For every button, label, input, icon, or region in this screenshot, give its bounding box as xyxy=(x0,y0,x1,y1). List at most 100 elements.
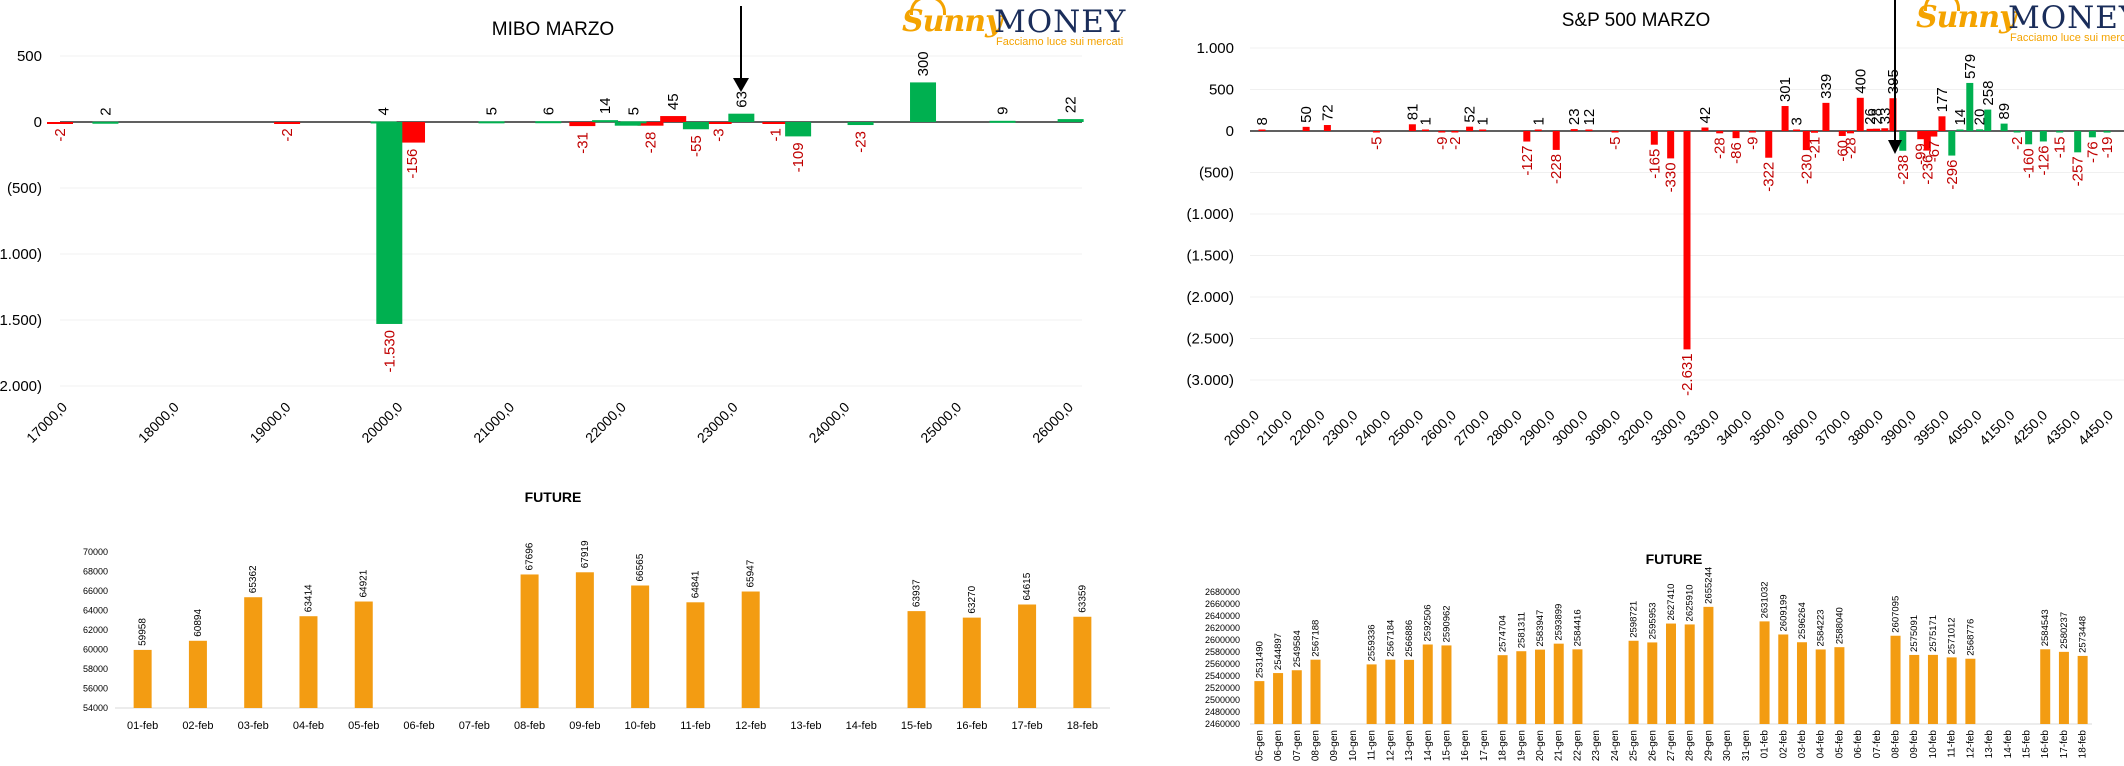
bar xyxy=(1778,634,1789,724)
data-label: -257 xyxy=(2070,156,2087,186)
logo-tagline: Facciamo luce sui mercati xyxy=(996,36,1124,48)
bar xyxy=(1650,131,1658,145)
logo-tagline: Facciamo luce sui mercati xyxy=(2010,32,2124,44)
data-label: 2559336 xyxy=(1367,624,1378,661)
data-label: 1 xyxy=(1475,117,1492,125)
sunny-money-logo-left: Sunny MONEY Facciamo luce sui mercati xyxy=(902,0,1132,48)
data-label: -19 xyxy=(2099,137,2116,159)
data-label: -230 xyxy=(1798,154,1815,184)
x-tick-label: 18-feb xyxy=(2078,730,2089,759)
y-tick-label: 2500000 xyxy=(1205,695,1240,705)
x-tick-label: 19-gen xyxy=(1516,730,1527,761)
bar xyxy=(575,572,594,708)
data-label: 26 xyxy=(1862,108,1879,125)
bar xyxy=(1811,131,1818,133)
data-label: -3 xyxy=(711,128,728,141)
bar xyxy=(1781,106,1789,131)
data-label: 2584543 xyxy=(2040,609,2051,646)
x-tick-label: 3000,0 xyxy=(1549,407,1591,449)
bar xyxy=(1815,649,1826,724)
data-label: -31 xyxy=(574,132,591,154)
y-tick-label: 500 xyxy=(1209,82,1234,99)
bar xyxy=(728,113,755,122)
bar xyxy=(1748,131,1756,133)
data-label: 2574704 xyxy=(1498,615,1509,652)
data-label: -2 xyxy=(52,128,69,141)
x-tick-label: 4450,0 xyxy=(2075,407,2117,449)
bar xyxy=(2040,649,2051,724)
data-label: 2588040 xyxy=(1834,607,1845,644)
x-tick-label: 29-gen xyxy=(1703,730,1714,761)
bar xyxy=(741,591,760,708)
data-label: 52 xyxy=(1462,106,1479,123)
x-tick-label: 23000,0 xyxy=(694,399,741,446)
y-tick-label: (1.000) xyxy=(0,246,42,263)
data-label: 81 xyxy=(1404,104,1421,121)
data-label: 60894 xyxy=(193,609,204,637)
x-tick-label: 3090,0 xyxy=(1582,407,1624,449)
bar xyxy=(637,122,664,126)
chart-title: FUTURE xyxy=(525,489,582,505)
bar xyxy=(1917,131,1925,140)
bar xyxy=(686,602,705,708)
y-tick-label: 2460000 xyxy=(1205,719,1240,729)
y-tick-label: 2620000 xyxy=(1205,623,1240,633)
sun-icon xyxy=(910,0,946,15)
data-label: 89 xyxy=(1996,103,2013,120)
x-tick-label: 4050,0 xyxy=(1943,407,1985,449)
bar xyxy=(1889,98,1897,131)
bar xyxy=(1291,670,1302,724)
data-label: -60 xyxy=(1834,140,1851,162)
bar xyxy=(188,640,207,708)
x-tick-label: 16-gen xyxy=(1460,730,1471,761)
data-label: -165 xyxy=(1646,149,1663,179)
data-label: 5 xyxy=(484,107,501,115)
x-tick-label: 11-gen xyxy=(1367,730,1378,760)
y-tick-label: 2480000 xyxy=(1205,707,1240,717)
bar xyxy=(1965,658,1976,724)
bar xyxy=(535,121,562,124)
data-label: 63937 xyxy=(912,579,923,607)
bar xyxy=(1856,97,1864,131)
data-label: -23 xyxy=(853,131,870,153)
x-tick-label: 04-feb xyxy=(1816,730,1827,759)
x-tick-label: 12-feb xyxy=(735,720,766,732)
bar xyxy=(1570,129,1578,131)
data-label: 2631032 xyxy=(1760,581,1771,618)
y-tick-label: 0 xyxy=(34,114,42,131)
data-label: -9 xyxy=(1434,137,1451,150)
bar xyxy=(1366,664,1377,724)
x-tick-label: 3400,0 xyxy=(1713,407,1755,449)
data-label: 2584223 xyxy=(1816,609,1827,646)
y-tick-label: 66000 xyxy=(83,586,108,596)
y-tick-label: (1.000) xyxy=(1186,206,1234,223)
data-label: 9 xyxy=(995,106,1012,114)
logo-sunny: Sunny xyxy=(902,4,1003,39)
data-label: -109 xyxy=(790,142,807,172)
data-label: 2 xyxy=(97,107,114,115)
data-label: 59958 xyxy=(138,618,149,646)
x-tick-label: 10-feb xyxy=(625,720,656,732)
bar xyxy=(1881,128,1889,131)
bar xyxy=(614,122,641,126)
bar xyxy=(1834,647,1845,724)
bar xyxy=(907,611,926,708)
bar xyxy=(1948,131,1956,156)
bar xyxy=(847,122,874,126)
data-label: 65947 xyxy=(746,559,757,587)
bar xyxy=(1553,643,1564,724)
x-tick-label: 16-feb xyxy=(2040,730,2051,759)
data-label: 301 xyxy=(1777,77,1794,102)
bar xyxy=(1422,644,1433,724)
bar xyxy=(1073,616,1092,708)
bar xyxy=(1909,654,1920,724)
bar xyxy=(1585,129,1593,131)
bar xyxy=(1927,654,1938,724)
bar xyxy=(1372,131,1380,133)
data-label: -126 xyxy=(2035,145,2052,175)
x-tick-label: 20000,0 xyxy=(358,399,405,446)
bar xyxy=(1765,131,1773,158)
data-label: 177 xyxy=(1934,87,1951,112)
bar xyxy=(274,122,301,124)
bar xyxy=(1516,651,1527,724)
